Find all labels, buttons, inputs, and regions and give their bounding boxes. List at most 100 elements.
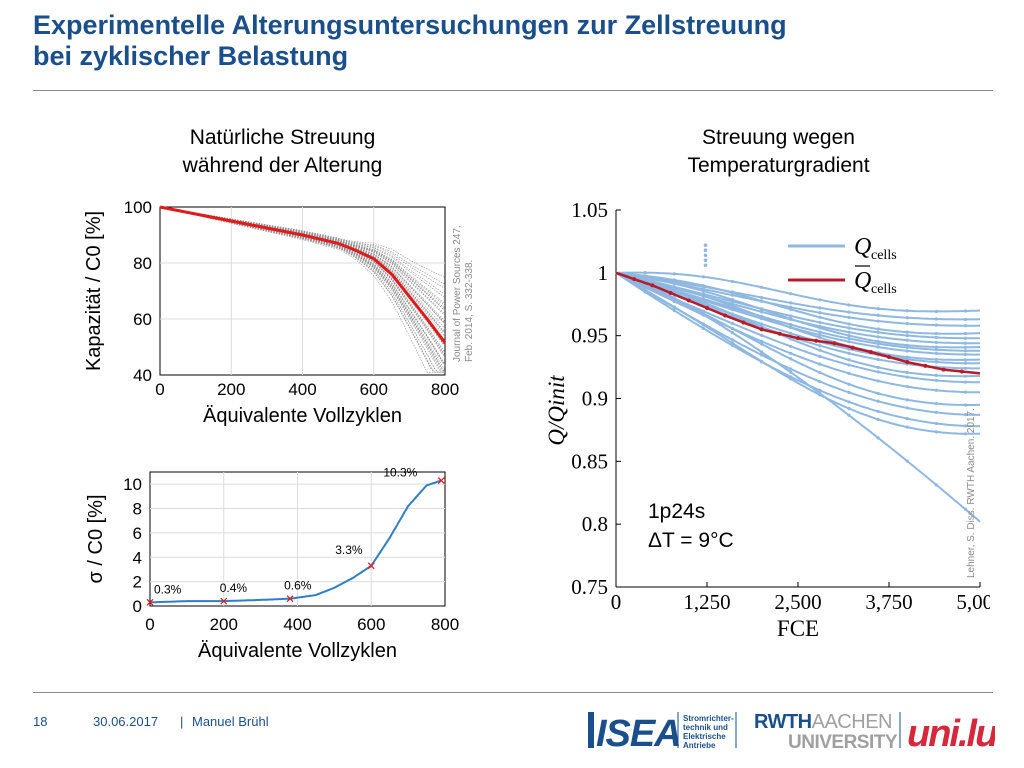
cell-curve — [159, 206, 445, 373]
cell-data-point — [789, 314, 793, 318]
temperature-gradient-chart: 0 1,250 2,500 3,750 5,000 0.75 0.8 0.85 0.9 0.95 1… — [544, 198, 990, 641]
footer-author: Manuel Brühl — [192, 714, 269, 729]
citation-left-line1: Journal of Power Sources 247, — [452, 225, 463, 362]
cell-data-point — [876, 399, 880, 403]
mean-data-point — [705, 306, 709, 311]
cell-data-point — [672, 278, 676, 282]
x-tick-label: 2,500 — [774, 590, 821, 614]
cell-data-point — [963, 432, 968, 436]
cell-data-point — [672, 296, 676, 300]
cell-data-point — [847, 351, 851, 355]
y-tick-label: 80 — [133, 254, 152, 273]
cell-data-point — [760, 310, 764, 314]
x-tick-label: 600 — [360, 380, 388, 399]
x-tick-label: 200 — [210, 615, 238, 634]
cell-data-point — [876, 319, 880, 323]
outlier-point — [703, 253, 708, 258]
outlier-point — [703, 258, 708, 263]
outlier-point — [703, 248, 708, 253]
rwth-logo-university: UNIVERSITY — [788, 732, 898, 752]
cell-data-point — [760, 353, 764, 357]
cell-curve — [159, 206, 446, 371]
cell-data-point — [818, 306, 822, 310]
cell-data-point — [905, 338, 909, 342]
mean-data-point — [796, 336, 800, 341]
cell-data-point — [818, 388, 822, 392]
x-tick-label: 800 — [431, 380, 459, 399]
cell-data-point — [730, 279, 735, 284]
right-heading-line1: Streuung wegen — [702, 126, 855, 149]
cell-data-point — [934, 351, 938, 356]
cell-data-point — [730, 341, 735, 345]
cell-data-point — [963, 424, 968, 428]
mean-data-point — [650, 283, 655, 288]
isea-tagline-1: Stromrichter- — [683, 714, 734, 723]
sigma-curve — [150, 479, 442, 604]
cell-curve — [159, 206, 445, 373]
cell-data-point — [730, 304, 735, 308]
cell-data-point — [847, 413, 851, 417]
cell-curve — [159, 206, 446, 322]
legend-label-mean: Q — [854, 268, 871, 294]
cell-data-point — [963, 309, 968, 313]
outlier-point — [703, 243, 708, 247]
y-tick-label: 4 — [133, 548, 142, 567]
cell-data-point — [847, 326, 851, 330]
cell-data-point — [847, 310, 851, 314]
citation-left: Journal of Power Sources 247, Feb. 2014,… — [452, 225, 476, 362]
cell-data-point — [818, 344, 822, 348]
cell-data-point — [818, 298, 822, 302]
x-axis-label: Äquivalente Vollzyklen — [203, 405, 402, 427]
mean-data-point — [905, 360, 910, 365]
mean-curve — [159, 205, 447, 344]
cell-data-point — [963, 366, 968, 370]
cell-data-point — [847, 347, 851, 351]
cell-data-point — [760, 299, 764, 303]
sigma-marker — [367, 562, 375, 570]
cell-data-point — [760, 322, 764, 326]
cell-data-point — [847, 330, 851, 334]
slide-title-line2: bei zyklischer Belastung — [33, 41, 349, 71]
cell-data-point — [876, 370, 880, 374]
y-tick-label: 0.95 — [571, 324, 608, 348]
y-tick-label: 1 — [598, 261, 609, 285]
cell-data-point — [818, 333, 822, 337]
cell-curve — [159, 206, 446, 337]
cell-data-point — [818, 370, 822, 375]
cell-data-point — [876, 339, 880, 344]
footer-divider — [33, 692, 993, 693]
cell-data-point — [847, 406, 851, 411]
cell-data-point — [963, 336, 968, 340]
isea-logo-text: ISEA — [596, 713, 681, 752]
cell-data-point — [963, 374, 968, 378]
sigma-data-label: 0.3% — [154, 582, 182, 596]
cell-data-point — [789, 317, 793, 321]
cell-data-point — [905, 349, 909, 353]
cell-data-point — [672, 285, 676, 289]
cell-data-point — [934, 317, 938, 321]
cell-data-point — [876, 436, 880, 440]
y-tick-label: 8 — [133, 500, 142, 519]
legend-sub-cells: cells — [871, 248, 897, 263]
cell-data-point — [963, 331, 968, 336]
cell-curve — [159, 206, 446, 306]
cell-data-point — [847, 322, 851, 326]
left-heading-line2: während der Alterung — [182, 154, 383, 177]
cell-data-point — [934, 345, 938, 349]
cell-data-point — [789, 331, 793, 335]
x-axis-label: FCE — [777, 616, 819, 641]
mean-data-point — [959, 369, 964, 374]
cell-data-point — [730, 312, 735, 316]
cell-curve — [615, 271, 981, 378]
right-heading-line2: Temperaturgradient — [687, 154, 870, 177]
cell-data-point — [963, 361, 968, 365]
cell-data-point — [905, 345, 909, 349]
sigma-data-label: 10.3% — [383, 466, 417, 480]
isea-tagline-3: Elektrische — [683, 732, 726, 741]
cell-data-point — [760, 285, 764, 289]
cell-data-point — [963, 507, 968, 511]
x-tick-label: 3,750 — [865, 590, 912, 614]
cell-data-point — [963, 317, 968, 322]
cell-data-point — [934, 335, 938, 340]
x-tick-label: 600 — [357, 615, 385, 634]
